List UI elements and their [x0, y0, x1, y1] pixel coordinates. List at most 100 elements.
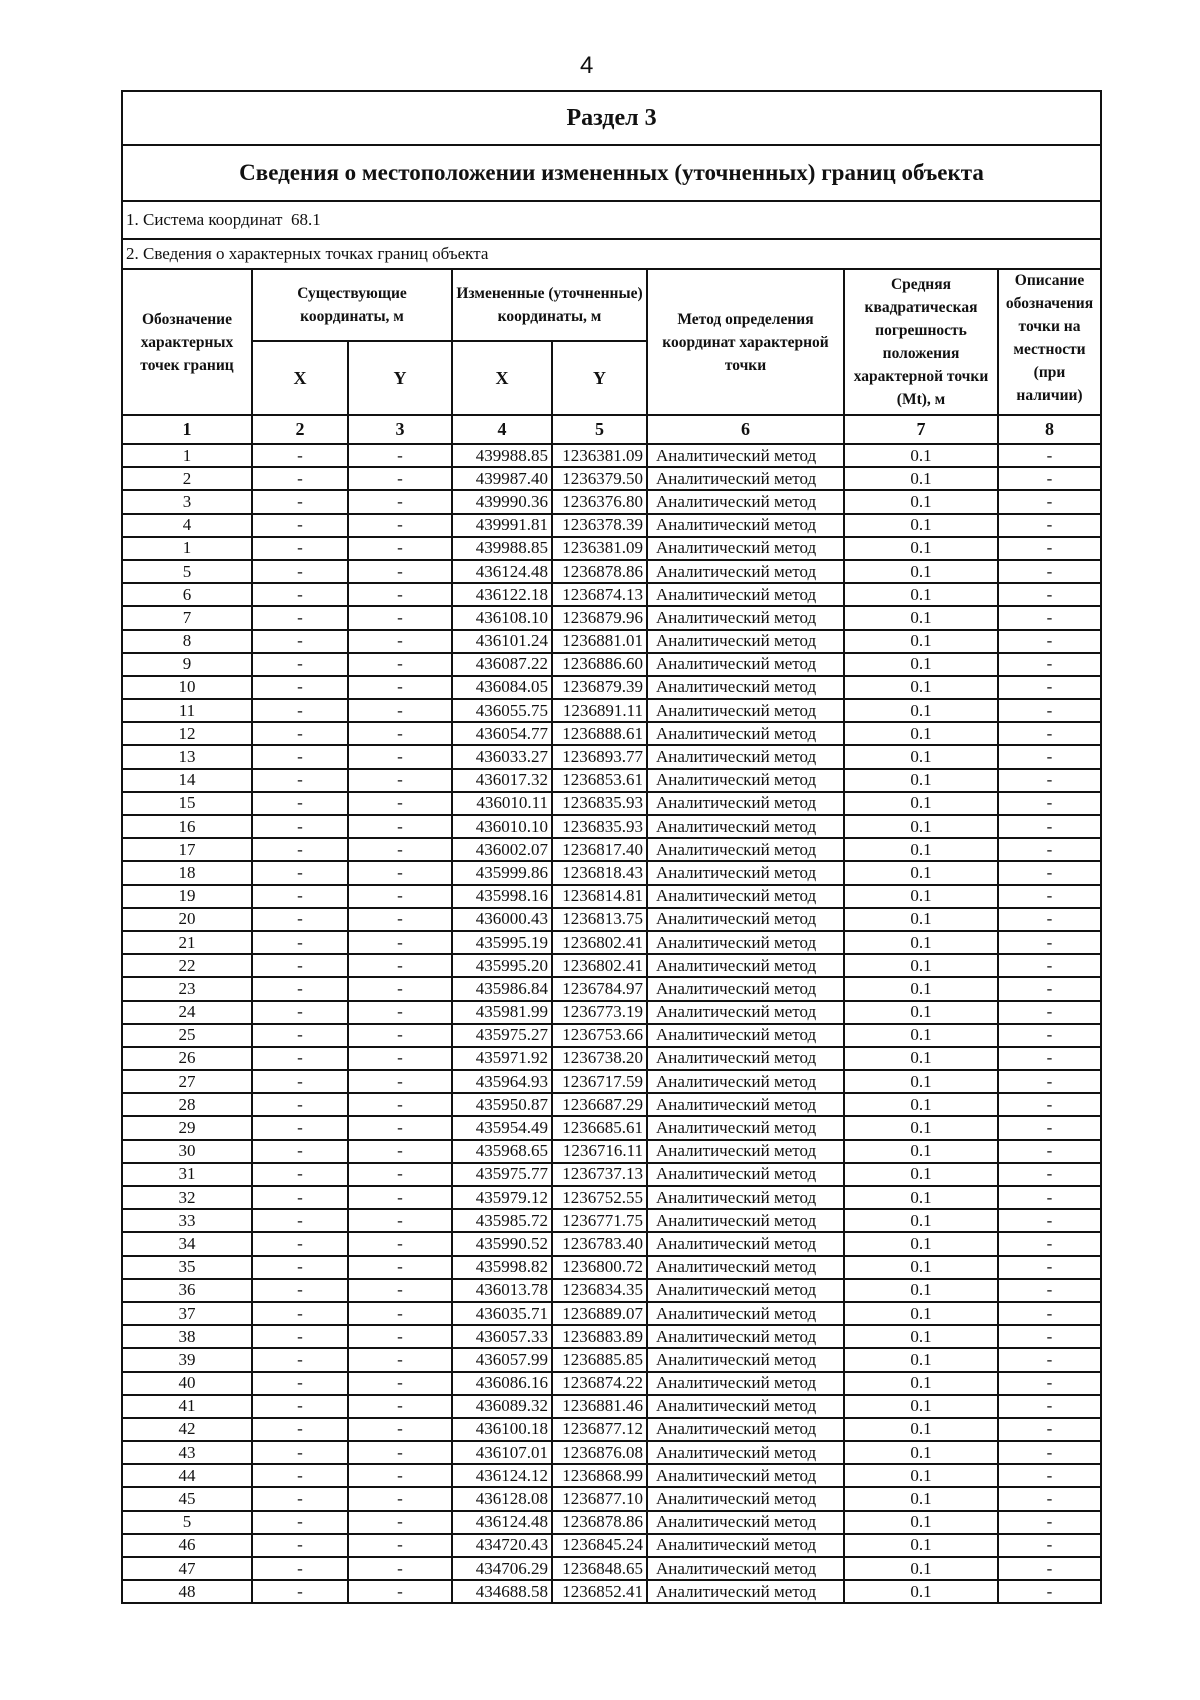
- point-label-cell: 7: [121, 605, 253, 631]
- table-row: 23- -435986.84 1236784.97 Аналитический мет…: [121, 976, 1103, 1002]
- existing-y-cell: -: [347, 999, 453, 1025]
- mt-value-cell: 0.1: [843, 1092, 999, 1118]
- changed-y-cell: 1236878.86: [551, 558, 648, 585]
- existing-x-cell: -: [251, 837, 349, 863]
- table-row: 1- -439988.85 1236381.09 Аналитический мето…: [121, 535, 1103, 561]
- method-cell: Аналитический метод: [646, 1300, 845, 1327]
- existing-y-cell: -: [347, 1277, 453, 1303]
- existing-y-cell: -: [347, 976, 453, 1002]
- mt-value-cell: 0.1: [843, 1300, 999, 1327]
- point-label-cell: 1: [121, 442, 253, 469]
- existing-y-cell: -: [347, 790, 453, 817]
- mt-value-cell: 0.1: [843, 1138, 999, 1164]
- mt-value-cell: 0.1: [843, 999, 999, 1025]
- point-label-cell: 1: [121, 535, 253, 561]
- mt-value-cell: 0.1: [843, 1555, 999, 1582]
- method-cell: Аналитический метод: [646, 1416, 845, 1443]
- mt-value-cell: 0.1: [843, 953, 999, 979]
- existing-y-cell: -: [347, 651, 453, 677]
- description-cell: -: [996, 489, 1103, 515]
- existing-y-cell: -: [347, 1393, 453, 1419]
- existing-x-cell: -: [251, 813, 349, 840]
- method-cell: Аналитический метод: [646, 1069, 845, 1095]
- description-cell: -: [996, 744, 1103, 770]
- existing-y-cell: -: [347, 512, 453, 538]
- existing-x-cell: -: [251, 582, 349, 608]
- mt-value-cell: 0.1: [843, 535, 999, 561]
- description-cell: -: [996, 1486, 1103, 1512]
- existing-y-cell: -: [347, 906, 453, 932]
- existing-y-cell: -: [347, 1092, 453, 1118]
- description-cell: -: [996, 1370, 1103, 1396]
- changed-x-cell: 436055.75: [451, 698, 553, 724]
- existing-y-cell: -: [347, 1138, 453, 1164]
- table-row: 4- -439991.81 1236378.39 Аналитический мето…: [121, 512, 1103, 538]
- existing-y-cell: -: [347, 1370, 453, 1396]
- existing-x-cell: -: [251, 698, 349, 724]
- changed-x-cell: 436000.43: [451, 906, 553, 932]
- mt-value-cell: 0.1: [843, 1370, 999, 1396]
- existing-y-cell: -: [347, 1463, 453, 1489]
- existing-x-cell: -: [251, 442, 349, 469]
- existing-y-cell: -: [347, 721, 453, 747]
- point-label-cell: 6: [121, 582, 253, 608]
- table-row: 11- -436055.75 1236891.11 Аналитический мет…: [121, 698, 1103, 724]
- mt-value-cell: 0.1: [843, 1463, 999, 1489]
- changed-x-cell: 439987.40: [451, 466, 553, 492]
- mt-value-cell: 0.1: [843, 1231, 999, 1257]
- changed-y-cell: 1236893.77: [551, 744, 648, 770]
- changed-x-cell: 434688.58: [451, 1579, 553, 1605]
- header-designation: Обозначение характерных точек границ: [121, 268, 253, 416]
- table-row: 21- -435995.19 1236802.41 Аналитический мет…: [121, 929, 1103, 956]
- table-row: 22- -435995.20 1236802.41 Аналитический мет…: [121, 953, 1103, 979]
- changed-x-cell: 434720.43: [451, 1532, 553, 1559]
- mt-value-cell: 0.1: [843, 1347, 999, 1373]
- changed-x-cell: 435999.86: [451, 860, 553, 886]
- point-label-cell: 4: [121, 512, 253, 538]
- changed-x-cell: 436087.22: [451, 651, 553, 677]
- point-label-cell: 25: [121, 1022, 253, 1048]
- existing-x-cell: -: [251, 1370, 349, 1396]
- point-label-cell: 35: [121, 1254, 253, 1280]
- changed-x-cell: 435995.20: [451, 953, 553, 979]
- method-cell: Аналитический метод: [646, 466, 845, 492]
- existing-x-cell: -: [251, 906, 349, 932]
- point-label-cell: 46: [121, 1532, 253, 1559]
- mt-value-cell: 0.1: [843, 466, 999, 492]
- method-cell: Аналитический метод: [646, 651, 845, 677]
- changed-y-cell: 1236868.99: [551, 1463, 648, 1489]
- description-cell: -: [996, 790, 1103, 817]
- mt-value-cell: 0.1: [843, 1440, 999, 1466]
- changed-x-cell: 436013.78: [451, 1277, 553, 1303]
- table-row: 16- -436010.10 1236835.93 Аналитический мет…: [121, 813, 1103, 840]
- changed-x-cell: 436057.99: [451, 1347, 553, 1373]
- method-cell: Аналитический метод: [646, 558, 845, 585]
- existing-x-cell: -: [251, 1579, 349, 1605]
- method-cell: Аналитический метод: [646, 489, 845, 515]
- mt-value-cell: 0.1: [843, 883, 999, 909]
- coord-system-row: 1. Система координат 68.1: [120, 200, 1103, 240]
- existing-x-cell: -: [251, 976, 349, 1002]
- changed-x-cell: 435971.92: [451, 1045, 553, 1072]
- description-cell: -: [996, 1555, 1103, 1582]
- mt-value-cell: 0.1: [843, 1486, 999, 1512]
- description-cell: -: [996, 442, 1103, 469]
- changed-y-cell: 1236685.61: [551, 1115, 648, 1141]
- mt-value-cell: 0.1: [843, 442, 999, 469]
- description-cell: -: [996, 1231, 1103, 1257]
- column-number: 2: [251, 414, 349, 445]
- existing-x-cell: -: [251, 929, 349, 956]
- changed-y-cell: 1236737.13: [551, 1161, 648, 1188]
- method-cell: Аналитический метод: [646, 512, 845, 538]
- method-cell: Аналитический метод: [646, 1486, 845, 1512]
- changed-x-cell: 435954.49: [451, 1115, 553, 1141]
- mt-value-cell: 0.1: [843, 1324, 999, 1350]
- existing-y-cell: -: [347, 535, 453, 561]
- existing-y-cell: -: [347, 489, 453, 515]
- point-label-cell: 32: [121, 1184, 253, 1211]
- changed-y-cell: 1236834.35: [551, 1277, 648, 1303]
- existing-x-cell: -: [251, 1300, 349, 1327]
- table-row: 29- -435954.49 1236685.61 Аналитический мет…: [121, 1115, 1103, 1141]
- point-label-cell: 11: [121, 698, 253, 724]
- mt-value-cell: 0.1: [843, 976, 999, 1002]
